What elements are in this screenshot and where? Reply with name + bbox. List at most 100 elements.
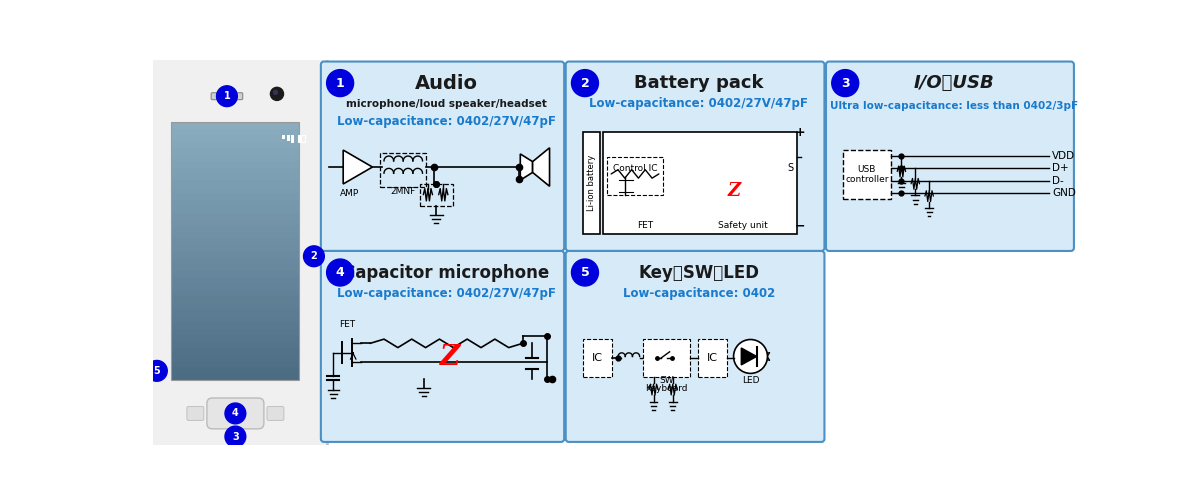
Bar: [172, 122, 299, 129]
Bar: [172, 129, 299, 136]
Bar: [172, 232, 299, 238]
Text: Ultra low-capacitance: less than 0402/3pF: Ultra low-capacitance: less than 0402/3p…: [829, 101, 1078, 111]
Bar: [172, 212, 299, 219]
Bar: [172, 161, 299, 168]
Polygon shape: [521, 154, 533, 180]
Text: 4: 4: [336, 266, 344, 279]
Text: 3: 3: [232, 432, 239, 442]
Text: Key／SW／LED: Key／SW／LED: [638, 264, 760, 281]
Bar: [290, 136, 294, 143]
Bar: [420, 184, 452, 206]
Bar: [172, 252, 299, 258]
Bar: [172, 136, 299, 141]
Bar: [172, 316, 299, 322]
Bar: [172, 194, 299, 200]
Bar: [172, 206, 299, 212]
Bar: [842, 150, 890, 199]
Bar: [299, 136, 302, 141]
Bar: [172, 342, 299, 348]
Text: 3: 3: [841, 76, 850, 90]
Text: IC: IC: [707, 353, 719, 363]
Text: Battery pack: Battery pack: [634, 74, 763, 92]
Text: 5: 5: [154, 366, 161, 376]
Bar: [172, 368, 299, 374]
Text: I/O／USB: I/O／USB: [913, 74, 994, 92]
Text: IC: IC: [592, 353, 602, 363]
FancyBboxPatch shape: [565, 251, 824, 442]
Bar: [607, 156, 662, 195]
Text: GND: GND: [1052, 188, 1076, 198]
Text: USB
controller: USB controller: [845, 165, 888, 184]
Bar: [172, 180, 299, 187]
Circle shape: [224, 403, 246, 424]
Circle shape: [571, 259, 599, 286]
Bar: [172, 226, 299, 232]
Polygon shape: [742, 348, 757, 365]
Circle shape: [304, 246, 324, 266]
Bar: [172, 303, 299, 310]
Text: 2MNF: 2MNF: [391, 187, 416, 196]
Bar: [172, 187, 299, 194]
Bar: [172, 245, 299, 252]
Bar: [172, 219, 299, 226]
Circle shape: [224, 426, 246, 447]
Text: Z: Z: [439, 344, 460, 370]
Text: Capacitor microphone: Capacitor microphone: [343, 264, 550, 281]
Bar: [172, 277, 299, 283]
Bar: [172, 296, 299, 303]
Text: Low-capacitance: 0402: Low-capacitance: 0402: [623, 287, 775, 300]
Text: Low-capacitance: 0402/27V/47pF: Low-capacitance: 0402/27V/47pF: [337, 115, 556, 128]
Text: Low-capacitance: 0402/27V/47pF: Low-capacitance: 0402/27V/47pF: [589, 98, 809, 110]
Bar: [172, 142, 299, 148]
Text: LED: LED: [742, 376, 760, 384]
Text: AMP: AMP: [340, 190, 359, 198]
Bar: [282, 136, 286, 140]
Bar: [172, 174, 299, 180]
Bar: [172, 258, 299, 264]
Bar: [172, 122, 299, 380]
FancyBboxPatch shape: [565, 62, 824, 251]
Bar: [172, 148, 299, 154]
Bar: [602, 132, 797, 234]
FancyBboxPatch shape: [320, 62, 564, 251]
FancyBboxPatch shape: [211, 92, 242, 100]
Text: 2: 2: [581, 76, 589, 90]
Text: 4: 4: [232, 408, 239, 418]
FancyBboxPatch shape: [143, 49, 328, 456]
Bar: [172, 374, 299, 380]
FancyBboxPatch shape: [320, 251, 564, 442]
Text: microphone/loud speaker/headset: microphone/loud speaker/headset: [346, 99, 547, 109]
Text: FET: FET: [637, 221, 654, 230]
Bar: [172, 238, 299, 245]
Text: Safety unit: Safety unit: [718, 221, 767, 230]
Bar: [172, 168, 299, 174]
Bar: [172, 290, 299, 296]
Text: Li-ion battery: Li-ion battery: [587, 154, 595, 211]
Circle shape: [270, 88, 283, 101]
Bar: [643, 338, 690, 377]
FancyBboxPatch shape: [187, 406, 204, 420]
Bar: [172, 200, 299, 206]
Circle shape: [274, 90, 277, 94]
Bar: [172, 335, 299, 342]
Bar: [172, 322, 299, 328]
Bar: [698, 338, 727, 377]
Bar: [287, 136, 289, 141]
Text: −: −: [794, 220, 805, 232]
Circle shape: [832, 70, 859, 96]
Circle shape: [571, 70, 599, 96]
Bar: [172, 310, 299, 316]
Polygon shape: [533, 148, 550, 186]
Bar: [172, 354, 299, 361]
Bar: [172, 328, 299, 335]
Bar: [172, 270, 299, 277]
Bar: [172, 348, 299, 354]
Bar: [172, 361, 299, 368]
Text: FET: FET: [338, 320, 355, 329]
FancyBboxPatch shape: [206, 398, 264, 429]
Bar: [583, 132, 600, 234]
Bar: [172, 154, 299, 161]
Circle shape: [216, 86, 238, 106]
Text: Control IC: Control IC: [613, 164, 658, 172]
Bar: [298, 136, 305, 142]
